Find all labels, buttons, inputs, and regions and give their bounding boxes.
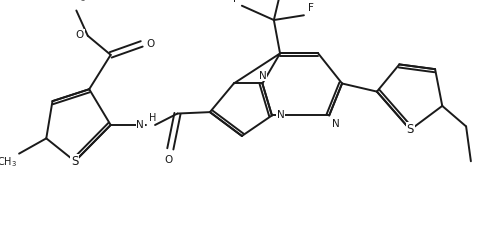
Text: F: F <box>233 0 239 4</box>
Text: H: H <box>149 113 156 123</box>
Text: N: N <box>137 120 144 130</box>
Text: O: O <box>164 155 172 165</box>
Text: O: O <box>76 30 84 40</box>
Text: CH$_3$: CH$_3$ <box>0 155 17 169</box>
Text: CH$_3$: CH$_3$ <box>66 0 86 4</box>
Text: N: N <box>259 71 266 81</box>
Text: N: N <box>331 119 339 129</box>
Text: N: N <box>277 110 285 120</box>
Text: F: F <box>308 3 314 13</box>
Text: S: S <box>407 123 414 136</box>
Text: S: S <box>71 155 79 168</box>
Text: O: O <box>147 39 155 49</box>
